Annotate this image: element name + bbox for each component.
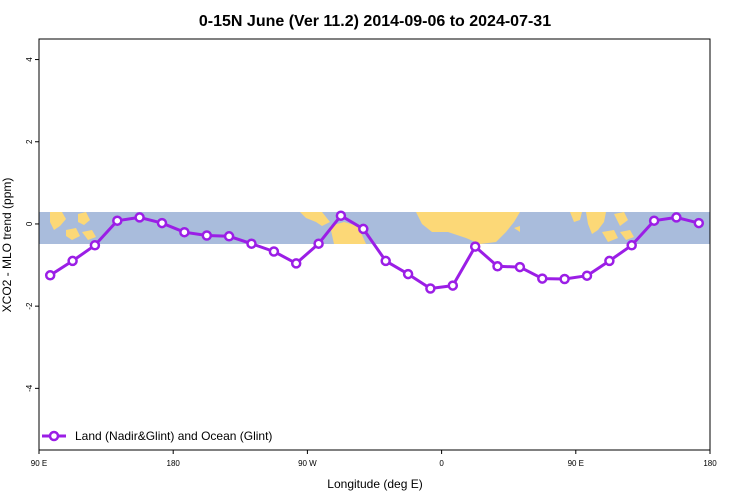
land-shape	[66, 228, 80, 240]
x-tick-label: 90 E	[31, 459, 47, 468]
y-tick-label: -4	[25, 384, 34, 392]
data-point	[380, 255, 391, 267]
land-shape	[620, 230, 634, 240]
chart-title: 0-15N June (Ver 11.2) 2014-09-06 to 2024…	[199, 13, 551, 30]
data-point	[648, 215, 660, 226]
land-shape	[602, 230, 618, 242]
x-tick-label: 90 W	[298, 459, 317, 468]
data-point	[469, 241, 481, 252]
land-shape	[300, 212, 330, 226]
legend-marker-swatch	[48, 430, 60, 442]
data-point	[89, 240, 101, 251]
data-point	[313, 238, 324, 249]
data-point	[693, 217, 705, 229]
data-point	[447, 280, 459, 291]
series-layer	[44, 210, 705, 294]
x-axis-label: Longitude (deg E)	[327, 477, 422, 491]
y-tick-label: 4	[25, 57, 34, 62]
x-axis: 90 E 180 90 W 0 90 E 180	[31, 450, 717, 468]
data-point	[223, 231, 235, 242]
legend: Land (Nadir&Glint) and Ocean (Glint)	[42, 429, 272, 443]
data-point	[156, 217, 168, 229]
land-shape	[82, 230, 96, 240]
data-point	[604, 255, 615, 267]
data-point	[559, 273, 570, 285]
data-point	[335, 210, 347, 221]
data-point	[514, 261, 526, 273]
data-point	[492, 261, 503, 272]
land-shape	[514, 226, 520, 232]
data-point	[358, 223, 369, 235]
data-point	[402, 268, 414, 280]
x-tick-label: 180	[167, 459, 181, 468]
data-point	[201, 230, 213, 241]
plot-frame	[38, 38, 711, 451]
world-map-band	[39, 212, 710, 244]
data-point	[290, 258, 302, 269]
data-point	[179, 226, 190, 238]
land-shape	[586, 212, 606, 234]
data-point	[134, 212, 145, 223]
data-point	[425, 283, 436, 294]
y-axis-label: XCO2 - MLO trend (ppm)	[0, 178, 14, 313]
data-point	[67, 255, 78, 267]
land-shape	[416, 212, 520, 244]
data-point	[581, 270, 593, 281]
x-tick-label: 0	[439, 459, 444, 468]
legend-label: Land (Nadir&Glint) and Ocean (Glint)	[75, 429, 272, 443]
y-tick-label: 0	[25, 221, 34, 226]
land-shape	[614, 212, 628, 226]
data-point	[671, 212, 682, 223]
y-tick-label: 2	[25, 139, 34, 144]
land-shape	[330, 222, 366, 244]
data-point	[626, 240, 637, 251]
land-shape	[78, 212, 90, 225]
data-point	[44, 270, 56, 281]
land-shape	[50, 212, 66, 230]
data-point	[268, 246, 280, 257]
land-shape	[570, 212, 582, 222]
data-point	[537, 273, 548, 284]
data-point	[112, 215, 123, 226]
x-tick-label: 90 E	[568, 459, 584, 468]
y-tick-label: -2	[25, 302, 34, 310]
data-point	[246, 238, 257, 249]
y-axis: 4 2 0 -2 -4	[25, 57, 39, 392]
x-tick-label: 180	[703, 459, 717, 468]
